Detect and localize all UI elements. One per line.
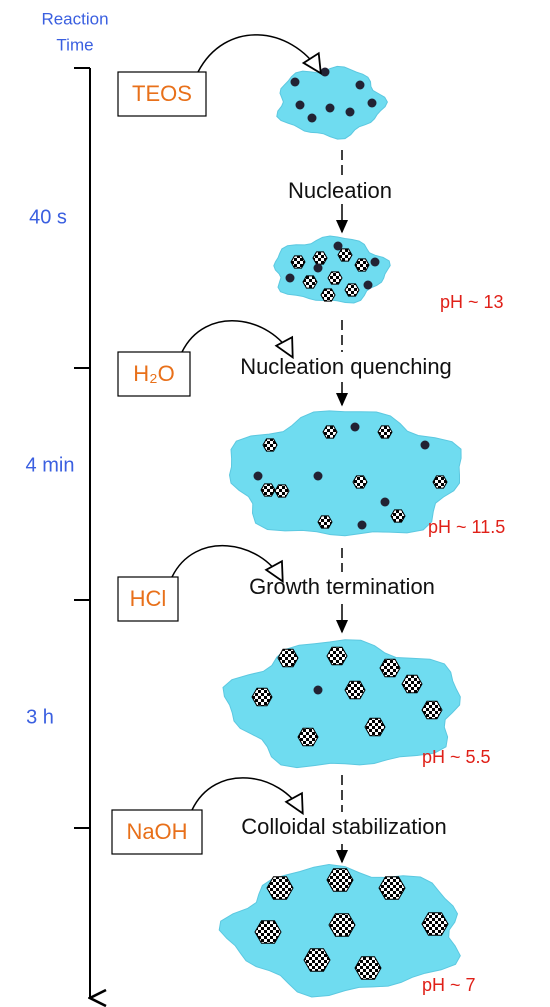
nucleus [295, 100, 305, 110]
nucleus [367, 98, 377, 108]
nucleus [290, 77, 300, 87]
particle [390, 509, 406, 523]
particle [352, 475, 368, 489]
particle [421, 700, 443, 720]
particle [266, 876, 294, 900]
particle [260, 483, 276, 497]
particle [328, 913, 356, 937]
particle [326, 868, 354, 892]
solution-blob [222, 639, 461, 769]
reagent: NaOH [126, 819, 187, 844]
solution-blob [273, 235, 391, 304]
step-label: Colloidal stabilization [241, 814, 446, 839]
particle [364, 717, 386, 737]
period-label: 40 s [29, 206, 67, 228]
particle [377, 425, 393, 439]
particle [432, 475, 448, 489]
ph-label: pH ~ 7 [422, 975, 476, 995]
nucleus [357, 520, 367, 530]
particle [251, 687, 273, 707]
reagent: TEOS [132, 81, 192, 106]
nucleus [313, 685, 323, 695]
nucleus [370, 257, 380, 267]
nucleus [333, 241, 343, 251]
nucleus [355, 80, 365, 90]
reagent: HCl [130, 586, 167, 611]
nucleus [380, 497, 390, 507]
period-label: 4 min [26, 454, 75, 476]
particle [317, 515, 333, 529]
timeline [74, 67, 90, 998]
nucleus [420, 440, 430, 450]
particle [302, 275, 318, 289]
nucleus [313, 471, 323, 481]
particle [297, 727, 319, 747]
axis-title: Time [56, 35, 93, 54]
ph-label: pH ~ 5.5 [422, 747, 491, 767]
particle [344, 680, 366, 700]
nucleus [313, 263, 323, 273]
nucleus [320, 67, 330, 77]
blobs [218, 65, 462, 998]
particle [303, 948, 331, 972]
nucleus [325, 103, 335, 113]
particle [326, 646, 348, 666]
ph-label: pH ~ 11.5 [428, 517, 505, 537]
step-label: Growth termination [249, 574, 435, 599]
particle [277, 648, 299, 668]
reagent-boxes [111, 71, 207, 855]
particle [337, 248, 353, 262]
particle [421, 912, 449, 936]
particle [274, 484, 290, 498]
particle [354, 956, 382, 980]
solution-blob [228, 410, 462, 537]
nucleus [363, 280, 373, 290]
nucleus [350, 422, 360, 432]
flow-arrows [171, 34, 348, 864]
particle [320, 288, 336, 302]
nucleus [345, 107, 355, 117]
nucleus [253, 471, 263, 481]
ph-label: pH ~ 13 [440, 292, 504, 312]
particle [312, 251, 328, 265]
axis-title: Reaction [41, 9, 108, 28]
particle [262, 438, 278, 452]
particle [290, 255, 306, 269]
period-label: 3 h [26, 706, 54, 728]
particle [344, 283, 360, 297]
nucleus [285, 273, 295, 283]
particle [379, 658, 401, 678]
particle [378, 876, 406, 900]
nucleus [307, 113, 317, 123]
particle [327, 271, 343, 285]
step-label: Nucleation quenching [240, 354, 452, 379]
particle [322, 425, 338, 439]
step-label: Nucleation [288, 178, 392, 203]
particle [401, 674, 423, 694]
particle [354, 258, 370, 272]
particle [254, 920, 282, 944]
reagent: H₂O [133, 361, 175, 386]
